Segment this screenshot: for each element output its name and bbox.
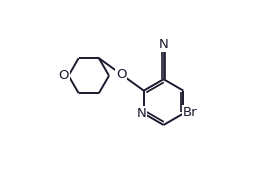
Text: O: O <box>116 68 127 81</box>
Text: N: N <box>159 38 168 51</box>
Text: O: O <box>58 69 69 82</box>
Text: N: N <box>137 107 146 120</box>
Text: Br: Br <box>183 106 197 119</box>
